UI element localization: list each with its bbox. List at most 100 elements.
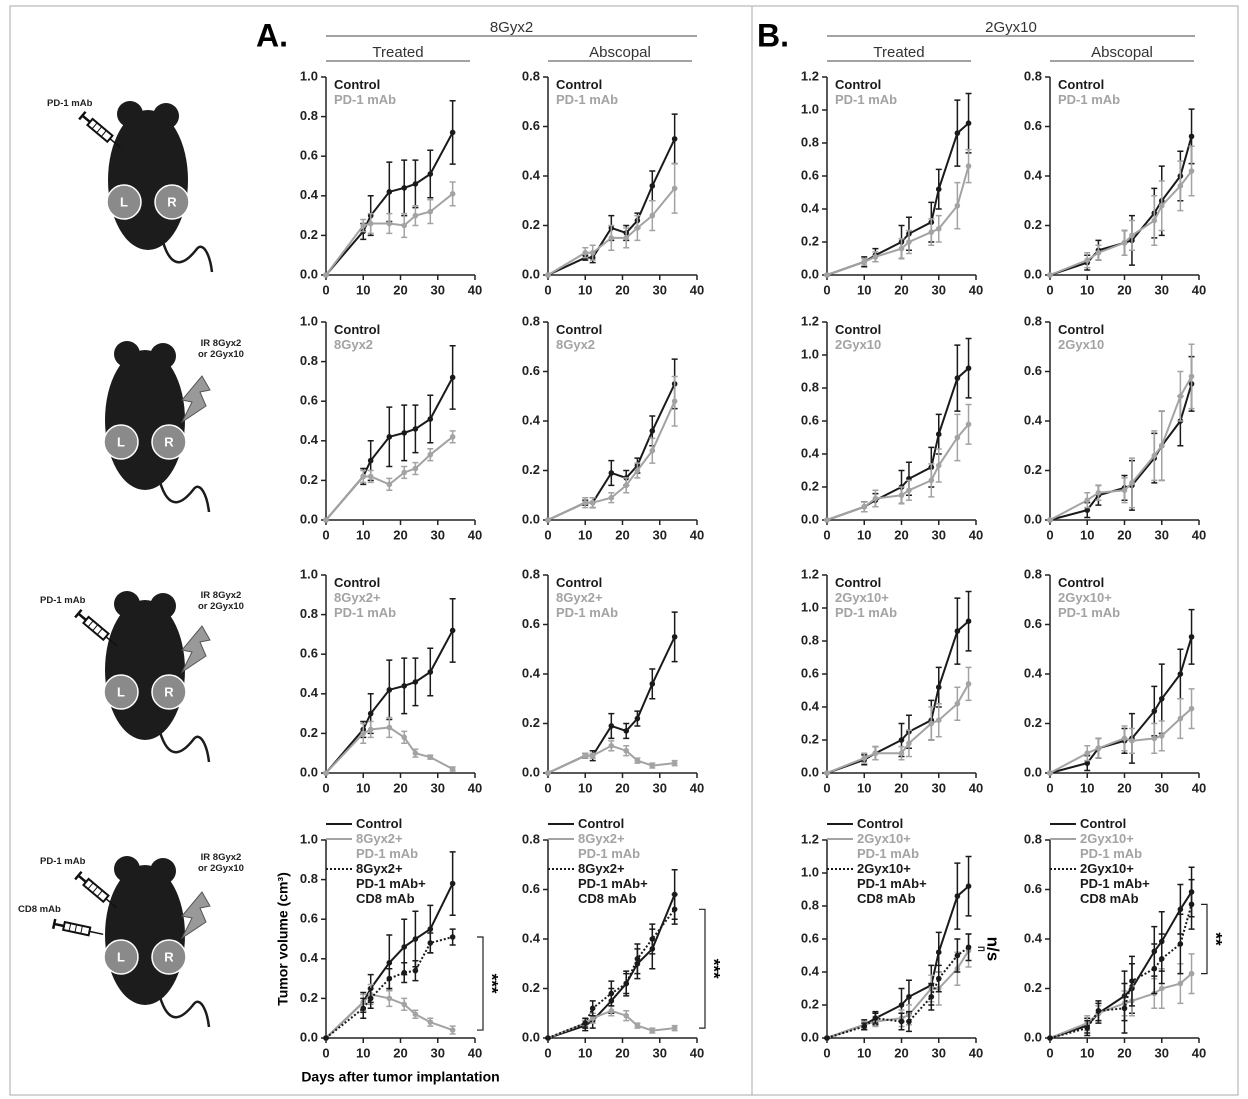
y-tick-label: 0.2 [522,217,540,232]
data-point [671,906,678,913]
y-tick-label: 0.4 [801,963,820,978]
y-tick-label: 0.8 [300,606,318,621]
data-point [360,222,367,229]
data-point [898,1018,905,1025]
legend-swatch [827,823,853,825]
y-tick-label: 0.0 [300,266,318,281]
data-point [861,1023,868,1030]
column-header: Abscopal [589,44,651,61]
legend-entry: 2Gyx10+ PD-1 mAb [835,590,897,620]
data-point [608,742,615,749]
y-tick-label: 1.2 [801,566,819,581]
series-line [1049,136,1193,276]
x-tick-label: 0 [823,780,830,795]
legend-swatch [326,868,352,870]
data-point [671,634,678,640]
legend-entry: Control [548,816,648,831]
data-point [824,770,830,776]
legend-label: Control [1080,816,1127,831]
data-point [386,724,393,731]
x-tick-label: 10 [356,780,370,795]
y-tick-label: 0.8 [522,68,540,83]
legend-swatch [548,823,574,825]
significance-bracket [978,946,985,952]
data-point [589,249,596,256]
data-point [954,952,961,959]
x-tick-label: 20 [393,1045,407,1060]
data-point [623,980,630,987]
data-point [367,726,374,733]
data-point [449,374,456,381]
data-point [401,1001,408,1008]
x-tick-label: 40 [1192,780,1206,795]
x-tick-label: 0 [322,780,329,795]
legend-label: Control [556,575,603,590]
data-point [608,470,615,476]
y-tick-label: 0.0 [522,1029,540,1044]
y-tick-label: 1.0 [300,68,318,83]
data-point [412,181,419,187]
legend-entry: Control [835,575,897,590]
x-tick-label: 40 [690,282,704,297]
data-point [824,517,830,523]
legend: Control PD-1 mAb [334,77,396,107]
y-tick-label: 0.8 [801,134,819,149]
x-tick-label: 40 [969,780,983,795]
syringe [51,917,106,941]
treatment-label: IR 8Gyx2 or 2Gyx10 [198,338,244,360]
x-tick-label: 30 [653,282,667,297]
series-line [325,131,454,276]
y-tick-label: 0.4 [1024,167,1043,182]
x-tick-label: 20 [615,780,629,795]
data-point [906,993,912,1000]
y-tick-label: 0.0 [300,511,318,526]
data-point [1084,760,1091,766]
data-point [1177,906,1184,913]
data-point [954,700,961,707]
x-tick-label: 30 [653,1045,667,1060]
significance-label: *** [483,974,502,994]
data-point [935,717,942,723]
x-tick-label: 40 [468,780,482,795]
data-point [928,720,935,727]
data-point [649,936,656,942]
treatment-label: CD8 mAb [18,904,61,915]
data-point [935,431,942,438]
data-point [649,183,656,189]
y-tick-label: 0.8 [522,313,540,328]
x-tick-label: 10 [857,282,871,297]
data-point [634,225,641,231]
data-point [872,750,879,756]
legend: Control 2Gyx10 [1058,322,1104,352]
data-point [671,1025,678,1031]
data-point [1188,705,1195,712]
data-point [1177,183,1184,189]
data-point [1095,1007,1102,1014]
data-point [323,517,329,523]
x-tick-label: 40 [1192,1045,1206,1060]
legend-entry: Control [326,816,426,831]
x-tick-label: 30 [653,527,667,542]
legend: Control 8Gyx2 [334,322,380,352]
data-point [861,504,868,510]
mouse [102,854,211,1029]
x-tick-label: 20 [894,1045,908,1060]
data-point [608,235,615,241]
tumor-label: R [164,684,174,699]
y-tick-label: 0.0 [1024,764,1042,779]
syringe [73,870,122,913]
mouse [102,339,211,514]
y-tick-label: 0.0 [300,1029,318,1044]
x-tick-label: 0 [1046,780,1053,795]
data-point [1188,901,1195,908]
data-point [928,229,935,235]
series-line [826,165,970,276]
data-point [412,750,419,756]
y-tick-label: 0.4 [300,950,319,965]
data-point [906,239,912,245]
y-tick-label: 0.6 [522,118,540,133]
legend-swatch [326,838,352,840]
data-point [965,618,972,624]
y-tick-label: 1.2 [801,68,819,83]
series-line [1049,891,1193,1039]
